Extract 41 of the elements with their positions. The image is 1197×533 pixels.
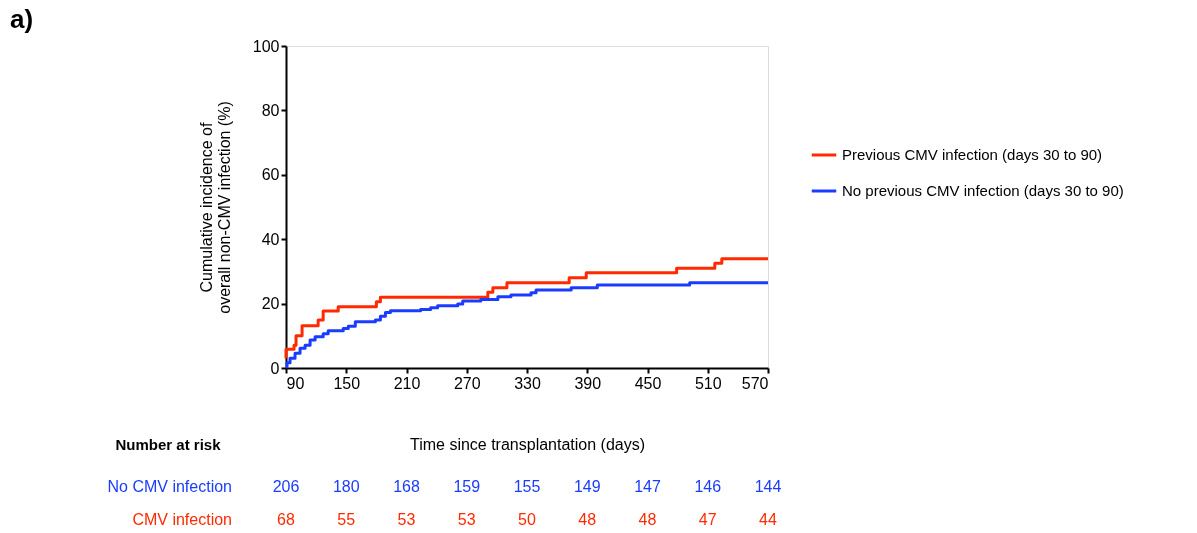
- text: 147: [634, 478, 661, 495]
- text: 168: [393, 478, 420, 495]
- text: 55: [337, 511, 356, 528]
- text: a): [10, 4, 34, 34]
- text: No CMV infection: [107, 478, 232, 495]
- text: 159: [453, 478, 481, 495]
- text: 53: [397, 511, 416, 528]
- y-tick-label: 40: [261, 230, 280, 248]
- text: 48: [638, 511, 657, 528]
- x-tick-label: 90: [286, 374, 305, 392]
- y-tick-label: 80: [261, 101, 280, 119]
- text: 44: [759, 511, 777, 528]
- text: 146: [694, 478, 722, 495]
- text: 180: [332, 478, 360, 495]
- text: 149: [573, 478, 601, 495]
- x-axis-title: Time since transplantation (days): [409, 435, 646, 453]
- text: Number at risk: [115, 436, 222, 453]
- x-tick-label: 450: [634, 374, 662, 392]
- text: 47: [698, 511, 717, 528]
- text: 144: [754, 478, 782, 495]
- x-tick-label: 390: [574, 374, 602, 392]
- text: 53: [457, 511, 476, 528]
- x-tick-label: 330: [514, 374, 541, 392]
- text: 48: [578, 511, 597, 528]
- x-tick-label: 210: [393, 374, 421, 392]
- y-tick-label: 20: [261, 295, 280, 313]
- legend-label: Previous CMV infection (days 30 to 90): [842, 146, 1103, 163]
- x-tick-label: 270: [453, 374, 481, 392]
- y-tick-label: 0: [270, 359, 280, 377]
- x-tick-label: 570: [741, 374, 769, 392]
- y-tick-label: 60: [261, 166, 280, 184]
- y-axis-title: Cumulative incidence of overall non-CMV infection (%): [197, 101, 233, 314]
- text: 206: [272, 478, 300, 495]
- legend-label: No previous CMV infection (days 30 to 90): [842, 182, 1124, 199]
- text: 68: [277, 511, 295, 528]
- x-tick-label: 150: [333, 374, 361, 392]
- text: 155: [513, 478, 541, 495]
- x-tick-label: 510: [694, 374, 722, 392]
- text: 50: [518, 511, 536, 528]
- y-tick-label: 100: [252, 37, 280, 55]
- text: CMV infection: [132, 511, 232, 528]
